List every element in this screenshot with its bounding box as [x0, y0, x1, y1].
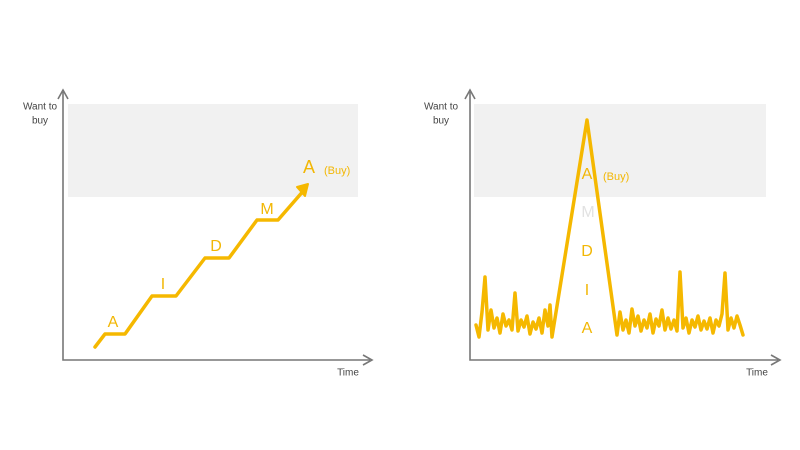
interest-line — [474, 118, 745, 339]
stage-label: I — [585, 282, 589, 299]
stage-label: M — [581, 204, 594, 221]
axis-arrows — [464, 88, 782, 366]
x-label: Time — [746, 368, 768, 379]
goal-band — [68, 104, 358, 197]
left-panel: Want to buy Time A I D M A (Buy) — [23, 88, 374, 379]
journey-line — [93, 187, 307, 349]
goal-band — [474, 104, 766, 197]
y-label: Want to — [23, 102, 58, 113]
axes — [62, 92, 370, 361]
buy-label: (Buy) — [603, 171, 629, 183]
buy-label: (Buy) — [324, 165, 350, 177]
stage-label: A — [582, 166, 593, 183]
x-label: Time — [337, 368, 359, 379]
y-label: Want to — [424, 102, 459, 113]
stage-label: D — [210, 238, 222, 255]
y-label: buy — [32, 116, 48, 127]
axes — [469, 92, 778, 361]
y-label: buy — [433, 116, 449, 127]
stage-label: A — [108, 314, 119, 331]
journey-arrow — [296, 183, 309, 197]
stage-label: A — [303, 157, 315, 177]
right-panel: Want to buy Time A M D I A (Buy) — [424, 88, 782, 379]
stage-label: D — [581, 243, 593, 260]
stage-label: I — [161, 276, 165, 293]
stage-label: A — [582, 320, 593, 337]
stage-label: M — [260, 201, 273, 218]
axis-arrows — [57, 88, 374, 366]
